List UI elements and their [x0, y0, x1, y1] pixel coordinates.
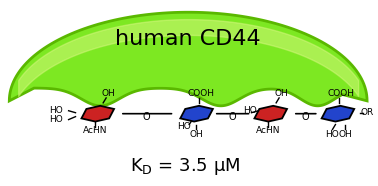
Text: HO: HO: [49, 106, 63, 115]
Text: O: O: [229, 112, 237, 122]
Text: OH: OH: [274, 89, 288, 97]
Text: COOH: COOH: [187, 89, 215, 97]
Text: HO: HO: [243, 106, 257, 115]
Text: AcHN: AcHN: [256, 126, 280, 135]
Text: OR: OR: [360, 108, 373, 117]
Polygon shape: [9, 12, 367, 106]
Text: O: O: [143, 112, 150, 122]
Text: O: O: [302, 112, 310, 122]
Text: OH: OH: [101, 89, 115, 97]
Polygon shape: [81, 106, 114, 122]
Text: HO: HO: [49, 115, 63, 124]
Text: human CD44: human CD44: [115, 29, 261, 49]
Text: K$_\mathrm{D}$ = 3.5 μM: K$_\mathrm{D}$ = 3.5 μM: [130, 156, 240, 177]
Text: HO: HO: [325, 130, 339, 139]
Text: AcHN: AcHN: [83, 126, 107, 135]
Text: OH: OH: [338, 130, 352, 139]
Text: HO: HO: [177, 122, 191, 131]
Polygon shape: [254, 106, 287, 122]
Polygon shape: [180, 106, 213, 122]
Polygon shape: [322, 106, 354, 122]
Text: OH: OH: [189, 130, 203, 139]
Text: COOH: COOH: [328, 89, 355, 97]
Polygon shape: [14, 78, 362, 155]
